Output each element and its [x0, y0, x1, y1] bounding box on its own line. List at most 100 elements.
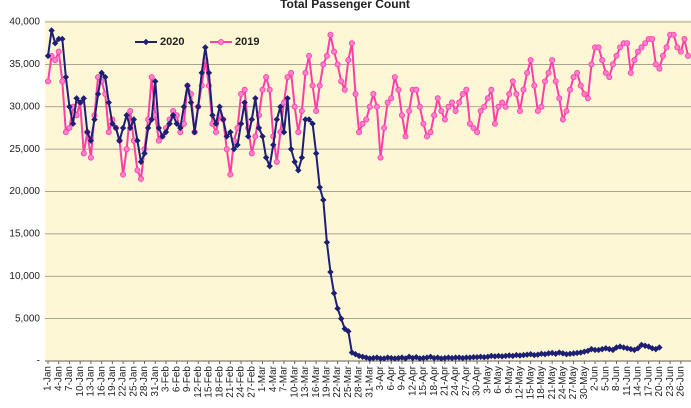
marker: [180, 103, 188, 110]
marker: [420, 120, 427, 127]
marker: [252, 133, 259, 140]
x-tick-label: 16-Jan: [96, 366, 107, 397]
x-tick-label: 1-Mar: [257, 365, 268, 392]
x-tick-label: 5-Jun: [600, 366, 611, 391]
marker: [320, 61, 327, 68]
marker: [377, 355, 384, 362]
marker: [309, 82, 316, 89]
x-tick-label: 10-Jan: [75, 366, 86, 397]
marker: [266, 86, 273, 93]
marker: [606, 345, 613, 353]
y-tick-label: 20,000: [9, 186, 40, 197]
marker: [398, 112, 405, 119]
marker: [377, 154, 384, 161]
marker: [617, 44, 624, 51]
marker: [162, 128, 170, 136]
x-tick-label: 12-Feb: [193, 366, 204, 398]
marker: [616, 343, 624, 350]
marker: [112, 124, 120, 132]
marker: [609, 61, 616, 68]
marker: [527, 57, 534, 64]
marker: [327, 268, 334, 276]
marker: [302, 116, 309, 123]
marker: [634, 48, 641, 55]
marker: [348, 40, 355, 47]
marker: [187, 99, 195, 106]
marker: [463, 354, 470, 361]
marker: [591, 346, 599, 354]
marker: [116, 137, 123, 144]
marker: [531, 82, 538, 89]
marker: [588, 61, 595, 68]
marker: [287, 145, 295, 153]
marker: [316, 184, 323, 191]
marker: [599, 57, 606, 64]
marker: [273, 116, 281, 123]
marker: [395, 86, 402, 93]
x-tick-label: 28-Mar: [354, 365, 365, 397]
x-tick-label: 19-Mar: [322, 365, 333, 397]
marker: [552, 350, 559, 357]
marker: [538, 103, 545, 110]
marker: [284, 95, 291, 102]
marker: [320, 196, 327, 204]
marker: [681, 35, 688, 42]
x-tick-label: 3-May: [482, 366, 493, 394]
marker: [259, 86, 266, 93]
x-tick-label: 4-Mar: [268, 365, 279, 392]
marker: [291, 103, 298, 110]
marker: [184, 82, 191, 89]
y-tick-label: 15,000: [9, 229, 40, 240]
marker: [656, 65, 663, 72]
x-tick-label: 24-May: [558, 366, 569, 399]
marker: [563, 351, 570, 358]
marker: [366, 103, 373, 110]
marker: [581, 91, 588, 98]
marker: [613, 344, 620, 351]
marker: [123, 112, 130, 119]
x-tick-label: 2-Jun: [590, 366, 601, 391]
marker: [356, 129, 363, 136]
marker: [252, 95, 259, 102]
marker: [73, 95, 80, 102]
marker: [248, 116, 255, 123]
legend-marker: [217, 39, 224, 46]
marker: [548, 349, 556, 357]
marker: [144, 124, 152, 132]
marker: [241, 99, 248, 106]
marker: [298, 107, 305, 114]
marker: [248, 150, 255, 157]
marker: [595, 44, 602, 51]
marker: [169, 112, 177, 119]
marker: [509, 78, 516, 85]
marker: [219, 116, 227, 123]
marker: [59, 35, 66, 43]
x-tick-label: 13-Mar: [300, 365, 311, 397]
marker: [642, 40, 649, 47]
x-tick-label: 17-Jun: [643, 366, 654, 397]
marker: [631, 346, 638, 354]
marker: [359, 120, 366, 127]
marker: [481, 103, 488, 110]
x-tick-label: 25-Jan: [128, 366, 139, 397]
marker: [627, 345, 634, 353]
marker: [406, 107, 413, 114]
marker: [309, 120, 316, 127]
y-tick-label: 10,000: [9, 271, 40, 282]
marker: [427, 129, 434, 136]
marker: [123, 146, 130, 153]
marker: [434, 95, 441, 102]
marker: [345, 328, 352, 335]
marker: [312, 150, 320, 157]
marker: [577, 82, 584, 89]
x-tick-label: 26-Jun: [675, 366, 686, 397]
marker: [656, 344, 663, 351]
marker: [98, 69, 105, 77]
marker: [227, 171, 234, 178]
marker: [223, 133, 230, 140]
marker: [470, 124, 477, 131]
marker: [552, 78, 559, 85]
marker: [198, 69, 205, 77]
x-tick-label: 19-Jan: [107, 366, 118, 397]
legend-label: 2019: [235, 36, 259, 48]
